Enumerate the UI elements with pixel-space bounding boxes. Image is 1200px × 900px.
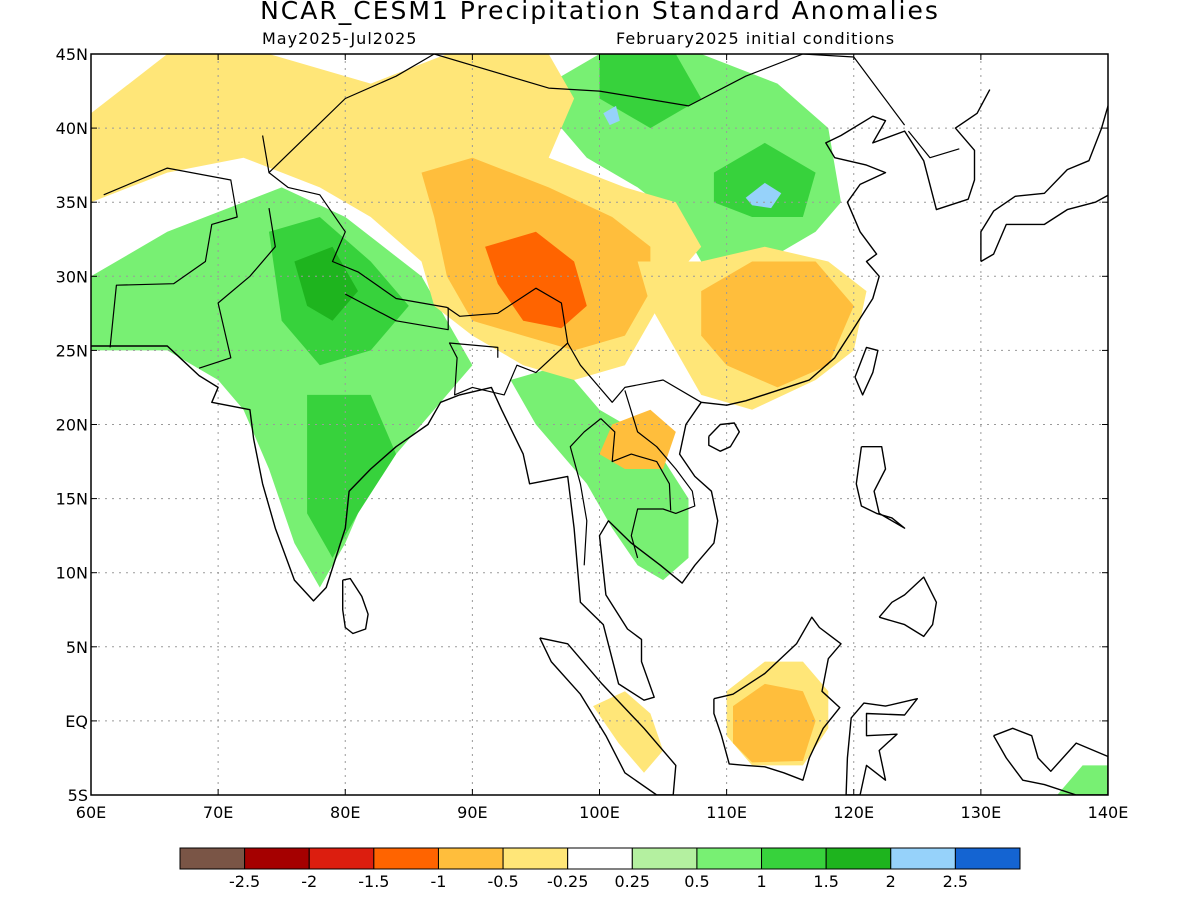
- coastline-mindanao: [878, 576, 938, 638]
- legend-label: 0.5: [684, 872, 709, 891]
- lon-tick-label: 70E: [203, 803, 233, 822]
- anomaly-region-9: [510, 365, 689, 581]
- coastline-sumatra: [539, 637, 677, 795]
- map-title: NCAR_CESM1 Precipitation Standard Anomal…: [260, 0, 940, 25]
- legend-label: 2.5: [943, 872, 968, 891]
- coastline-luzon: [855, 446, 906, 529]
- lon-tick-label: 110E: [706, 803, 747, 822]
- border-korea: [907, 130, 960, 159]
- border-indochina-borders: [567, 342, 702, 403]
- lon-tick-label: 60E: [76, 803, 106, 822]
- border-nepal: [345, 293, 449, 331]
- anomaly-region-16: [599, 409, 676, 469]
- anomaly-shading: [91, 54, 1108, 795]
- legend-swatch-7: [631, 847, 698, 870]
- forecast-period: May2025-Jul2025: [262, 29, 418, 48]
- legend-label: 0.25: [614, 872, 650, 891]
- legend-swatch-11: [890, 847, 956, 870]
- border-pakistan-afghanistan: [103, 167, 238, 348]
- lat-tick-label: 35N: [56, 193, 88, 212]
- lon-tick-label: 140E: [1088, 803, 1129, 822]
- legend-swatch-9: [761, 847, 827, 870]
- coastline-taiwan: [854, 346, 879, 396]
- border-india-pakistan: [198, 208, 276, 369]
- anomaly-region-8: [603, 105, 620, 126]
- anomaly-region-19: [593, 691, 664, 773]
- anomaly-region-20: [1057, 765, 1108, 795]
- anomaly-region-2: [307, 394, 397, 558]
- lon-tick-label: 100E: [579, 803, 620, 822]
- lat-tick-label: 30N: [56, 267, 88, 286]
- anomaly-region-18: [733, 683, 816, 763]
- lat-tick-label: 25N: [56, 341, 88, 360]
- lon-tick-label: 120E: [833, 803, 874, 822]
- coastline-sulawesi: [845, 698, 918, 795]
- lat-tick-label: 10N: [56, 564, 88, 583]
- legend-swatch-2: [308, 847, 375, 870]
- legend-swatch-10: [825, 847, 892, 870]
- lat-tick-label: 20N: [56, 416, 88, 435]
- legend-swatch-3: [373, 847, 439, 870]
- coastline-hokkaido: [1107, 104, 1108, 106]
- initial-conditions: February2025 initial conditions: [616, 29, 896, 48]
- coastline-hainan: [708, 422, 740, 452]
- legend-label: -1: [430, 872, 446, 891]
- anomaly-region-6: [713, 142, 816, 217]
- lat-tick-label: 45N: [56, 45, 88, 64]
- legend-label: -2.5: [229, 872, 260, 891]
- lat-tick-label: 5N: [66, 638, 88, 657]
- coastline-borneo: [713, 616, 842, 781]
- legend-label: -2: [301, 872, 317, 891]
- border-india-pakistan-china: [268, 172, 569, 396]
- legend-label: 1.5: [813, 872, 838, 891]
- border-myanmar-thailand: [569, 418, 602, 566]
- legend-swatch-6: [567, 847, 633, 870]
- gridlines: [91, 54, 1108, 795]
- legend-label: 2: [886, 872, 896, 891]
- coastline-new-guinea: [992, 727, 1108, 795]
- legend-swatch-4: [437, 847, 504, 870]
- legend-label: -0.5: [487, 872, 518, 891]
- coastline-south-asia: [91, 89, 991, 701]
- border-laos-vietnam: [624, 390, 696, 559]
- legend-swatch-5: [502, 847, 569, 870]
- legend-label: -0.25: [547, 872, 588, 891]
- legend-swatch-8: [696, 847, 763, 870]
- lat-tick-label: EQ: [65, 712, 88, 731]
- anomaly-region-7: [745, 182, 782, 209]
- coastline-japan: [980, 105, 1108, 263]
- lat-tick-label: 5S: [68, 786, 88, 805]
- color-legend: -2.5 -2 -1.5 -1 -0.5 -0.25 0.25 0.5 1 1.5 2 2.5: [179, 847, 1021, 891]
- legend-swatch-0: [179, 847, 246, 870]
- lat-tick-label: 15N: [56, 490, 88, 509]
- legend-swatch-12: [954, 847, 1021, 870]
- border-thailand-laos: [600, 418, 672, 511]
- lat-tick-label: 40N: [56, 119, 88, 138]
- legend-swatch-1: [244, 847, 310, 870]
- legend-label: 1: [756, 872, 766, 891]
- anomaly-region-15: [701, 261, 854, 388]
- lon-tick-label: 130E: [961, 803, 1002, 822]
- coastline-sri-lanka: [342, 577, 369, 635]
- legend-label: -1.5: [358, 872, 389, 891]
- lon-tick-label: 90E: [457, 803, 487, 822]
- lon-tick-label: 80E: [330, 803, 360, 822]
- coastlines: [91, 89, 1108, 795]
- anomaly-region-5: [599, 54, 702, 129]
